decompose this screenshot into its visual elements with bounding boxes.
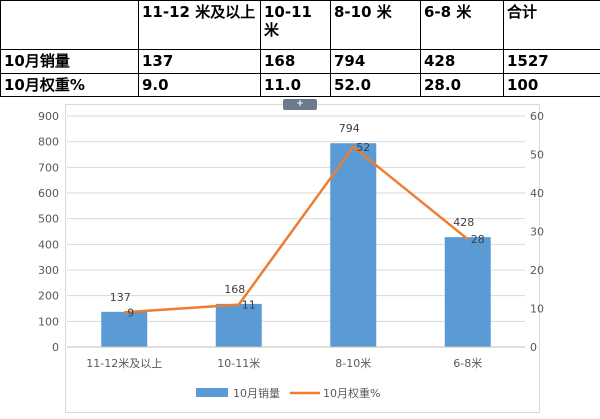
bar (215, 303, 262, 347)
header-cell: 8-10 米 (330, 0, 421, 51)
y-left-tick-label: 0 (52, 341, 59, 354)
legend-label: 10月权重% (323, 386, 380, 400)
data-table: 11-12 米及以上 10-11 米 8-10 米 6-8 米 合计 10月销量… (0, 0, 600, 97)
table-cell: 137 (138, 49, 261, 74)
y-right-tick-label: 10 (530, 303, 544, 316)
resize-handle[interactable]: + (283, 99, 317, 110)
bar (444, 237, 491, 347)
y-right-tick-label: 0 (530, 341, 537, 354)
table-cell: 428 (420, 49, 504, 74)
y-left-tick-label: 600 (38, 187, 59, 200)
y-right-tick-label: 40 (530, 187, 544, 200)
table-row: 10月销量 137 168 794 428 1527 (0, 49, 600, 74)
y-left-tick-label: 400 (38, 238, 59, 251)
y-left-tick-label: 700 (38, 161, 59, 174)
bar (330, 143, 377, 347)
line-data-label: 11 (242, 299, 256, 312)
table-cell: 100 (503, 72, 600, 97)
y-left-tick-label: 200 (38, 290, 59, 303)
table-cell: 9.0 (138, 72, 261, 97)
table-row: 10月权重% 9.0 11.0 52.0 28.0 100 (0, 72, 600, 97)
row-label: 10月销量 (0, 49, 139, 74)
line-data-label: 28 (471, 233, 485, 246)
line-data-label: 9 (127, 306, 134, 319)
y-right-tick-label: 30 (530, 226, 544, 239)
y-right-tick-label: 60 (530, 110, 544, 123)
table-cell: 52.0 (330, 72, 421, 97)
x-tick-label: 11-12米及以上 (86, 357, 162, 370)
bar-data-label: 794 (339, 122, 360, 135)
x-tick-label: 8-10米 (335, 357, 371, 370)
y-left-tick-label: 500 (38, 213, 59, 226)
table-cell: 11.0 (260, 72, 331, 97)
y-left-tick-label: 800 (38, 136, 59, 149)
y-right-tick-label: 20 (530, 264, 544, 277)
legend-swatch-bar (196, 388, 228, 397)
x-tick-label: 10-11米 (217, 357, 260, 370)
y-right-tick-label: 50 (530, 149, 544, 162)
x-tick-label: 6-8米 (453, 357, 482, 370)
legend-label: 10月销量 (233, 386, 280, 400)
table-cell: 28.0 (420, 72, 504, 97)
table-cell: 794 (330, 49, 421, 74)
bar-data-label: 168 (224, 283, 245, 296)
table-cell: 168 (260, 49, 331, 74)
y-left-tick-label: 300 (38, 264, 59, 277)
bar-data-label: 428 (453, 216, 474, 229)
bar-data-label: 137 (110, 291, 131, 304)
line-series (124, 145, 469, 314)
row-label: 10月权重% (0, 72, 139, 97)
line-data-label: 52 (356, 141, 370, 154)
table-cell: 1527 (503, 49, 600, 74)
bar (101, 311, 148, 347)
y-left-tick-label: 900 (38, 110, 59, 123)
y-left-tick-label: 100 (38, 315, 59, 328)
